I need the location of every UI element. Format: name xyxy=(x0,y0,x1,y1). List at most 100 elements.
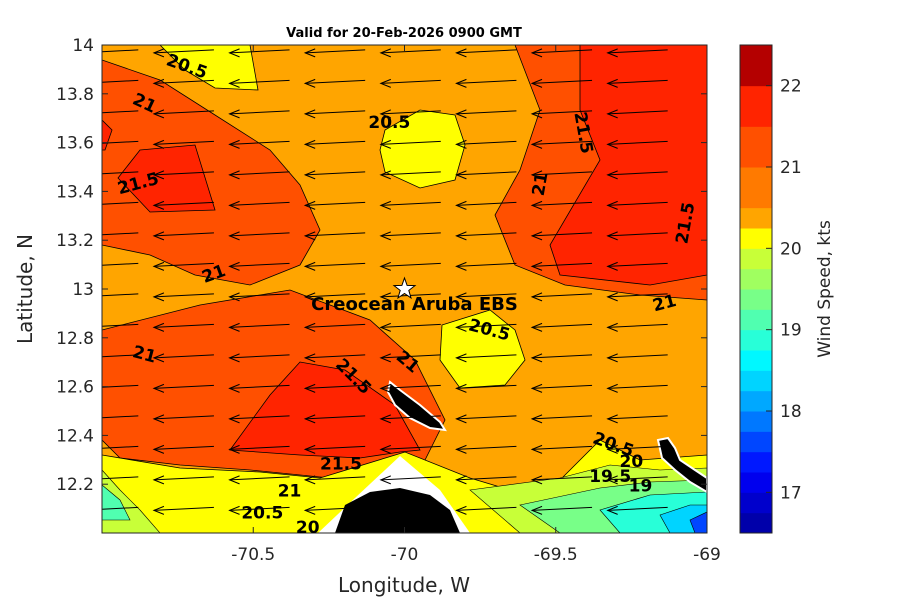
wind-arrow xyxy=(229,232,290,237)
wind-arrow-head xyxy=(455,261,467,271)
wind-arrow xyxy=(532,49,593,54)
wind-arrow xyxy=(380,232,441,237)
wind-arrow xyxy=(305,201,366,206)
wind-arrow-head xyxy=(303,475,316,485)
wind-arrow xyxy=(153,445,214,450)
wind-arrow xyxy=(532,110,593,115)
wind-arrow xyxy=(607,323,668,328)
wind-arrow-head xyxy=(530,139,543,149)
wind-arrow xyxy=(102,323,139,327)
wind-arrow xyxy=(305,232,366,237)
wind-arrow-head xyxy=(303,292,316,302)
wind-arrow-head xyxy=(152,414,165,424)
wind-arrow xyxy=(102,354,139,358)
wind-arrow xyxy=(607,293,668,298)
wind-arrow xyxy=(532,506,593,511)
wind-arrow xyxy=(532,415,593,420)
wind-arrow-head xyxy=(152,200,165,210)
wind-arrow xyxy=(153,262,214,267)
wind-arrow xyxy=(102,110,139,114)
wind-arrow xyxy=(380,171,441,176)
core-21-5-north-west xyxy=(117,144,216,213)
colorbar-ticks: 17 18 19 20 21 22 xyxy=(766,77,802,503)
wind-arrow xyxy=(607,262,668,267)
colorbar-tick-label: 21 xyxy=(780,158,802,178)
x-tick-label: -69 xyxy=(693,545,721,565)
colorbar-segment xyxy=(740,248,772,270)
wind-arrow xyxy=(380,323,441,328)
wind-arrow xyxy=(380,49,441,54)
y-tick-label: 13.6 xyxy=(56,134,94,154)
wind-arrow-head xyxy=(455,139,467,149)
wind-arrow xyxy=(305,415,366,420)
wind-arrow xyxy=(102,79,139,83)
wind-arrow xyxy=(102,171,139,175)
wind-arrow-head xyxy=(303,261,316,271)
wind-arrow xyxy=(153,354,214,359)
wind-arrow-head xyxy=(606,292,618,302)
colorbar-label: Wind Speed, kts xyxy=(815,220,835,358)
wind-arrow xyxy=(153,171,214,176)
wind-arrow xyxy=(305,171,366,176)
y-axis-ticks: 12.2 12.4 12.6 12.8 13 13.2 13.4 13.6 13.8 14 xyxy=(56,36,707,495)
wind-arrow-head xyxy=(606,444,618,454)
wind-arrow-head xyxy=(606,109,618,119)
wind-arrow-head xyxy=(455,353,467,363)
wind-arrow-head xyxy=(228,170,240,180)
colorbar xyxy=(740,45,772,534)
wind-arrow xyxy=(456,506,517,511)
y-tick-label: 13.4 xyxy=(56,182,94,202)
wind-arrow xyxy=(305,293,366,298)
colorbar-tick-label: 22 xyxy=(780,77,802,97)
wind-arrow-head xyxy=(228,261,240,271)
wind-arrow-head xyxy=(530,383,543,393)
wind-arrow xyxy=(380,140,441,145)
mainland-silhouette xyxy=(335,488,460,533)
wind-arrow-head xyxy=(606,322,618,332)
wind-arrow xyxy=(153,323,214,328)
y-tick-label: 13 xyxy=(72,280,94,300)
contour-label: 20.5 xyxy=(241,503,283,523)
wind-arrow-head xyxy=(606,48,618,58)
wind-arrow xyxy=(607,445,668,450)
wind-arrow xyxy=(153,79,214,84)
wind-arrow-head xyxy=(228,292,240,302)
wind-arrow xyxy=(153,476,214,481)
wind-arrow-head xyxy=(606,200,618,210)
wind-arrow-head xyxy=(303,322,316,332)
colorbar-segment xyxy=(740,451,772,473)
wind-arrow xyxy=(102,140,139,144)
wind-arrow-head xyxy=(455,200,467,210)
wind-arrow-head xyxy=(530,475,543,485)
band-17-lower-right xyxy=(689,511,707,533)
y-tick-label: 13.8 xyxy=(56,85,94,105)
x-tick-label: -70.5 xyxy=(231,545,275,565)
wind-arrow-head xyxy=(78,445,88,453)
wind-arrow xyxy=(229,293,290,298)
wind-arrow-head xyxy=(455,475,467,485)
wind-arrow-head xyxy=(606,414,618,424)
wind-arrow-head xyxy=(152,322,165,332)
colorbar-tick-label: 19 xyxy=(780,321,802,341)
wind-arrow xyxy=(456,232,517,237)
wind-arrow-head xyxy=(228,444,240,454)
x-tick-label: -69.5 xyxy=(534,545,578,565)
wind-arrow xyxy=(229,110,290,115)
wind-arrow-head xyxy=(530,322,543,332)
colorbar-segment xyxy=(740,85,772,127)
wind-arrow xyxy=(456,140,517,145)
y-tick-label: 12.4 xyxy=(56,426,94,446)
wind-arrow-head xyxy=(379,444,391,454)
wind-arrow-head xyxy=(379,292,391,302)
wind-arrow xyxy=(456,49,517,54)
wind-arrow-head xyxy=(606,139,618,149)
wind-arrow xyxy=(607,232,668,237)
colorbar-segment xyxy=(740,350,772,371)
wind-arrow xyxy=(607,354,668,359)
wind-arrow xyxy=(305,140,366,145)
wind-arrow-head xyxy=(530,353,543,363)
wind-arrow xyxy=(305,323,366,328)
wind-arrow xyxy=(607,49,668,54)
wind-arrow-head xyxy=(152,383,165,393)
wind-arrow-head xyxy=(455,505,467,515)
